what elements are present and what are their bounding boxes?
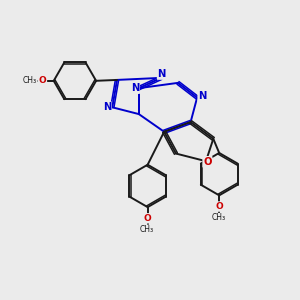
Text: O: O (39, 76, 46, 85)
Text: O: O (144, 214, 152, 223)
Text: N: N (198, 91, 207, 101)
Text: CH₃: CH₃ (212, 213, 226, 222)
Text: O: O (215, 202, 223, 211)
Text: O: O (203, 157, 212, 167)
Text: N: N (158, 69, 166, 79)
Text: N: N (131, 83, 139, 93)
Text: CH₃: CH₃ (23, 76, 37, 85)
Text: CH₃: CH₃ (140, 225, 154, 234)
Text: N: N (103, 102, 111, 112)
